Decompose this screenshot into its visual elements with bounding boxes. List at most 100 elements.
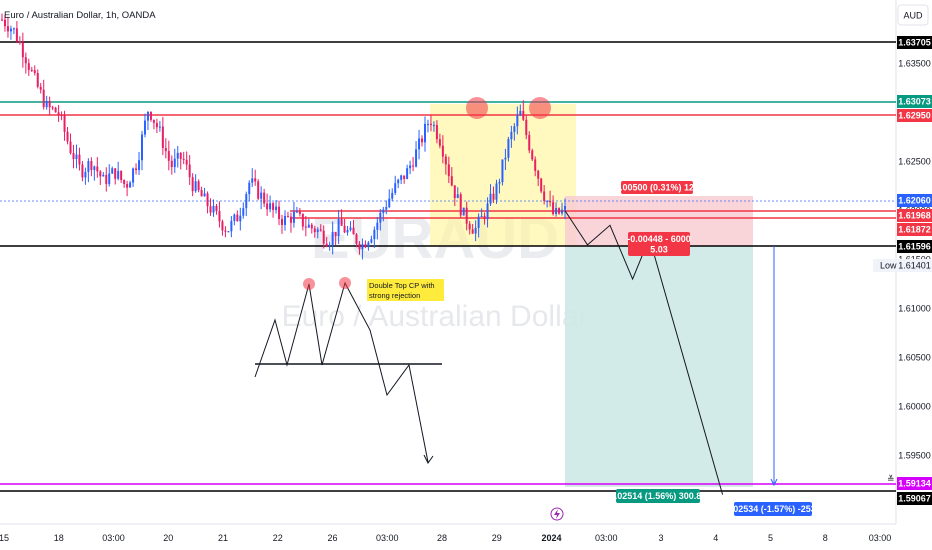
candle-body[interactable] [435, 124, 438, 140]
candle-body[interactable] [111, 168, 114, 174]
candle-body[interactable] [108, 173, 111, 185]
candle-body[interactable] [227, 231, 230, 233]
candle-body[interactable] [57, 112, 60, 115]
candle-body[interactable] [471, 229, 474, 234]
candle-body[interactable] [36, 72, 39, 87]
candle-body[interactable] [123, 180, 126, 185]
candle-body[interactable] [78, 154, 81, 165]
candle-body[interactable] [248, 182, 251, 195]
candle-body[interactable] [260, 192, 263, 199]
projection-path[interactable] [564, 210, 724, 495]
candle-body[interactable] [102, 174, 105, 177]
candle-body[interactable] [361, 244, 364, 250]
candle-body[interactable] [507, 139, 510, 158]
candle-body[interactable] [251, 178, 254, 183]
candle-body[interactable] [152, 119, 155, 123]
candle-body[interactable] [39, 86, 42, 90]
candle-body[interactable] [218, 211, 221, 222]
candle-body[interactable] [373, 229, 376, 240]
candle-body[interactable] [340, 219, 343, 226]
annotation-box[interactable] [367, 279, 444, 301]
candle-body[interactable] [96, 166, 99, 172]
top-marker-1[interactable] [466, 97, 488, 119]
candle-body[interactable] [534, 159, 537, 171]
candle-body[interactable] [462, 207, 465, 216]
candle-body[interactable] [173, 158, 176, 168]
double-top-sketch[interactable] [254, 277, 442, 464]
candle-body[interactable] [301, 213, 304, 227]
candle-body[interactable] [158, 126, 161, 128]
candle-body[interactable] [188, 164, 191, 178]
candle-body[interactable] [42, 89, 45, 108]
candle-body[interactable] [543, 191, 546, 201]
candle-body[interactable] [382, 209, 385, 213]
candle-body[interactable] [295, 211, 298, 213]
candle-body[interactable] [346, 229, 349, 233]
candle-body[interactable] [197, 181, 200, 191]
currency-button[interactable] [897, 4, 929, 26]
candle-body[interactable] [242, 208, 245, 216]
candle-body[interactable] [209, 206, 212, 213]
candle-body[interactable] [438, 139, 441, 146]
candle-body[interactable] [465, 207, 468, 224]
candle-body[interactable] [72, 153, 75, 160]
candle-body[interactable] [27, 63, 30, 70]
candle-body[interactable] [298, 211, 301, 214]
candle-body[interactable] [322, 230, 325, 244]
candles[interactable] [1, 13, 566, 260]
candle-body[interactable] [272, 203, 275, 210]
candle-body[interactable] [99, 171, 102, 177]
candle-body[interactable] [164, 147, 167, 152]
candle-body[interactable] [337, 219, 340, 236]
candle-body[interactable] [18, 41, 21, 43]
candle-body[interactable] [224, 230, 227, 232]
candle-body[interactable] [176, 152, 179, 159]
lightning-icon[interactable] [550, 507, 564, 521]
candle-body[interactable] [143, 120, 146, 135]
candle-body[interactable] [432, 124, 435, 126]
candle-body[interactable] [289, 216, 292, 223]
take-profit-label-box[interactable] [616, 489, 700, 503]
candle-body[interactable] [370, 239, 373, 243]
candle-body[interactable] [200, 190, 203, 197]
candle-body[interactable] [254, 178, 257, 182]
candle-body[interactable] [146, 111, 149, 121]
candle-body[interactable] [510, 131, 513, 140]
candle-body[interactable] [54, 107, 57, 113]
price-axis-panel[interactable] [896, 0, 932, 550]
candle-body[interactable] [525, 119, 528, 136]
candle-body[interactable] [495, 183, 498, 200]
candle-body[interactable] [3, 19, 6, 27]
candle-body[interactable] [349, 227, 352, 230]
candle-body[interactable] [426, 123, 429, 125]
expand-icon[interactable]: ≚ [887, 474, 895, 485]
candle-body[interactable] [24, 57, 27, 64]
candle-body[interactable] [66, 131, 69, 142]
candle-body[interactable] [132, 168, 135, 183]
candle-body[interactable] [453, 185, 456, 199]
candle-body[interactable] [319, 229, 322, 231]
candle-body[interactable] [21, 42, 24, 58]
candle-body[interactable] [114, 168, 117, 179]
candle-body[interactable] [313, 228, 316, 233]
candle-body[interactable] [81, 164, 84, 178]
candle-body[interactable] [191, 177, 194, 192]
candle-body[interactable] [555, 208, 558, 215]
candle-body[interactable] [415, 149, 418, 167]
candle-body[interactable] [221, 221, 224, 231]
candle-body[interactable] [283, 215, 286, 225]
candle-body[interactable] [212, 205, 215, 213]
candle-body[interactable] [367, 242, 370, 248]
candle-body[interactable] [412, 165, 415, 167]
candle-body[interactable] [441, 145, 444, 157]
candle-body[interactable] [450, 176, 453, 186]
candle-body[interactable] [391, 192, 394, 199]
candle-body[interactable] [63, 115, 66, 132]
candle-body[interactable] [194, 181, 197, 192]
candle-body[interactable] [60, 114, 63, 116]
candle-body[interactable] [281, 219, 284, 225]
candle-body[interactable] [170, 160, 173, 168]
candle-body[interactable] [48, 100, 51, 108]
candle-body[interactable] [117, 170, 120, 179]
